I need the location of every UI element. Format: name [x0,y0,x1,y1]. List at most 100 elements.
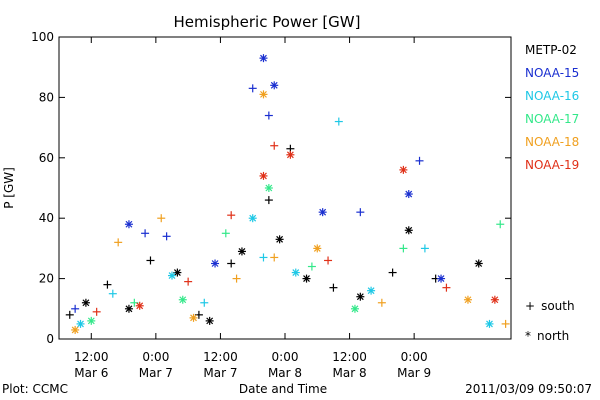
legend-item: METP-02 [525,43,577,57]
data-point [157,214,166,223]
data-point [124,304,133,313]
plot-frame [58,36,512,340]
data-point [270,141,279,150]
data-point [404,226,413,235]
y-tick-label: 0 [46,332,54,346]
data-point [264,196,273,205]
data-point [415,156,424,165]
data-point [329,283,338,292]
data-point [420,244,429,253]
data-point [141,229,150,238]
data-point [237,247,246,256]
marker-legend-label: south [541,299,575,313]
data-point [291,268,300,277]
data-point [350,304,359,313]
data-point [496,220,505,229]
legend-item: NOAA-18 [525,135,579,149]
data-point [302,274,311,283]
data-point [388,268,397,277]
data-point [248,214,257,223]
y-tick-label: 20 [39,272,54,286]
data-point [227,211,236,220]
legend: METP-02 NOAA-15 NOAA-16 NOAA-17 NOAA-18 NOAA-… [525,43,579,172]
data-point [92,307,101,316]
data-point [334,117,343,126]
data-point [178,295,187,304]
footer-timestamp: 2011/03/09 09:50:07 [465,382,592,396]
x-tick-time: 0:00 [142,350,169,364]
x-tick-date: Mar 7 [139,366,173,380]
data-point [259,90,268,99]
data-point [270,81,279,90]
data-point [184,277,193,286]
data-point [135,301,144,310]
data-point [270,253,279,262]
data-point [248,84,257,93]
legend-item: NOAA-19 [525,158,579,172]
data-point [318,208,327,217]
x-tick-date: Mar 9 [397,366,431,380]
footer-credit: Plot: CCMC [2,382,68,396]
data-point [442,283,451,292]
data-point [227,259,236,268]
data-point [221,229,230,238]
data-point [399,244,408,253]
y-tick-label: 100 [31,30,54,44]
data-point [124,220,133,229]
x-axis: 12:00 Mar 6 0:00 Mar 7 12:00 Mar 7 0:00 Mar 8 12… [74,37,431,380]
data-point [65,310,74,319]
data-point [71,304,80,313]
data-point [324,256,333,265]
data-point [437,274,446,283]
data-point [259,171,268,180]
data-point [200,298,209,307]
y-tick-label: 40 [39,211,54,225]
marker-legend-symbol: + [525,299,535,313]
y-tick-label: 80 [39,90,54,104]
data-point [205,316,214,325]
data-point [275,235,284,244]
data-point [189,313,198,322]
x-tick-date: Mar 8 [268,366,302,380]
x-tick-date: Mar 7 [203,366,237,380]
plot-area [65,54,510,334]
data-point [76,319,85,328]
data-point [356,208,365,217]
data-point [463,295,472,304]
data-point [474,259,483,268]
x-tick-time: 12:00 [74,350,109,364]
x-axis-label: Date and Time [239,382,327,396]
data-point [490,295,499,304]
data-point [232,274,241,283]
x-tick-time: 0:00 [401,350,428,364]
data-point [307,262,316,271]
data-point [168,271,176,280]
data-point [485,319,494,328]
data-point [71,325,80,334]
legend-item: NOAA-16 [525,89,579,103]
data-point [211,259,220,268]
x-tick-time: 0:00 [272,350,299,364]
legend-item: NOAA-15 [525,66,579,80]
data-point [356,292,365,301]
data-point [313,244,322,253]
data-point [259,253,268,262]
data-point [259,54,268,63]
marker-legend-item: + south [525,299,575,313]
y-axis-label: P [GW] [2,167,16,209]
data-point [399,165,408,174]
data-point [367,286,376,295]
data-point [501,319,510,328]
y-axis: 0 20 40 60 80 100 [31,30,511,346]
marker-legend-label: north [537,329,569,343]
data-point [81,298,90,307]
data-point [146,256,155,265]
marker-legend: + south * north [525,299,575,343]
x-tick-date: Mar 8 [333,366,367,380]
legend-item: NOAA-17 [525,112,579,126]
data-point [108,289,117,298]
x-tick-date: Mar 6 [74,366,108,380]
data-point [264,184,273,192]
data-point [87,316,96,325]
